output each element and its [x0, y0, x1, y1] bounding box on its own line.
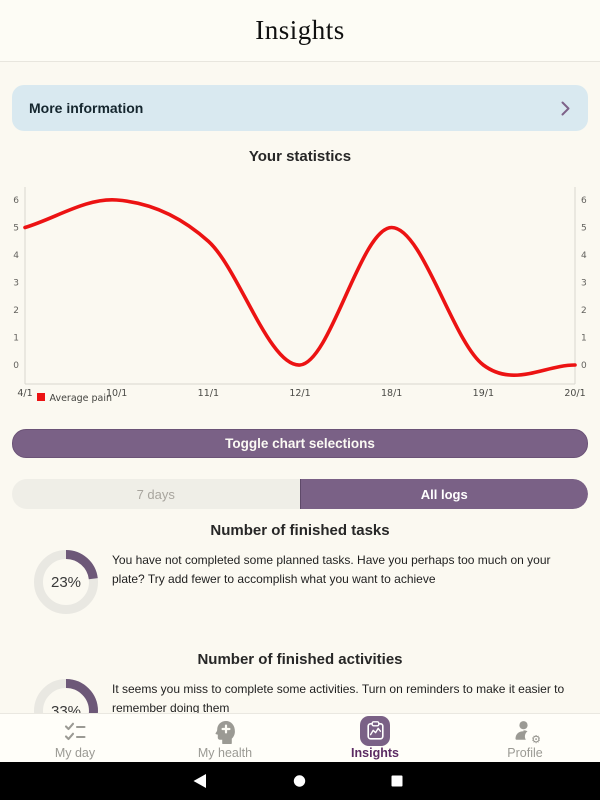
- tab-all-logs-label: All logs: [420, 486, 468, 502]
- svg-text:0: 0: [581, 361, 587, 371]
- finished-activities-row: 33% It seems you miss to complete some a…: [34, 679, 586, 743]
- finished-activities-title: Number of finished activities: [197, 651, 403, 668]
- svg-text:3: 3: [13, 279, 19, 289]
- svg-text:1: 1: [13, 334, 19, 344]
- more-information-label: More information: [29, 100, 144, 116]
- statistics-chart: 0 0 1 1 2 2 3 3 4 4 5 5 6 6 4/1 10/1 11/1 12/1 18/1 19/1 20/…: [13, 187, 587, 404]
- svg-text:11/1: 11/1: [198, 388, 219, 399]
- svg-text:6: 6: [581, 196, 587, 206]
- nav-item-insights[interactable]: Insights: [300, 714, 450, 762]
- svg-text:10/1: 10/1: [106, 388, 127, 399]
- checklist-icon: [63, 719, 87, 745]
- head-plus-icon: [214, 719, 237, 745]
- finished-tasks-progress-ring: 23%: [34, 550, 98, 614]
- svg-text:0: 0: [13, 361, 19, 371]
- svg-text:4: 4: [581, 251, 587, 261]
- tab-7-days-label: 7 days: [136, 486, 175, 502]
- android-home-icon[interactable]: [293, 775, 306, 788]
- nav-label-my-health: My health: [197, 746, 253, 760]
- android-recents-icon[interactable]: [391, 775, 403, 787]
- finished-tasks-percent: 23%: [50, 573, 82, 591]
- gear-icon: ⚙: [531, 734, 541, 746]
- clipboard-chart-icon: [360, 715, 390, 746]
- android-back-icon[interactable]: [193, 774, 206, 788]
- statistics-title: Your statistics: [248, 148, 352, 165]
- person-gear-icon: ⚙: [513, 719, 541, 746]
- tab-7-days[interactable]: 7 days: [12, 479, 300, 509]
- toggle-chart-selections-button[interactable]: Toggle chart selections: [12, 429, 588, 458]
- android-system-bar: [0, 762, 600, 800]
- svg-text:19/1: 19/1: [473, 388, 494, 399]
- insights-active-badge: [360, 715, 390, 746]
- nav-label-my-day: My day: [54, 746, 96, 760]
- svg-text:4: 4: [13, 251, 19, 261]
- page-title: Insights: [255, 15, 345, 45]
- svg-text:4/1: 4/1: [17, 388, 32, 399]
- header: Insights: [0, 0, 600, 62]
- nav-item-my-day[interactable]: My day: [0, 714, 150, 762]
- svg-text:12/1: 12/1: [289, 388, 310, 399]
- bottom-nav: My day My health: [0, 713, 600, 762]
- more-information-banner[interactable]: More information: [12, 85, 588, 131]
- svg-text:2: 2: [581, 306, 587, 316]
- svg-text:3: 3: [581, 279, 587, 289]
- range-tabs: 7 days All logs: [12, 479, 588, 509]
- svg-text:18/1: 18/1: [381, 388, 402, 399]
- svg-text:1: 1: [581, 334, 587, 344]
- finished-tasks-title: Number of finished tasks: [210, 522, 390, 539]
- finished-activities-advice: It seems you miss to complete some activ…: [112, 682, 565, 715]
- nav-item-profile[interactable]: ⚙ Profile: [450, 714, 600, 762]
- nav-label-profile: Profile: [507, 746, 543, 760]
- chart-container: 0 0 1 1 2 2 3 3 4 4 5 5 6 6 4/1 10/1 11/1 12/1 18/1 19/1 20/…: [0, 179, 600, 412]
- svg-text:5: 5: [581, 224, 587, 234]
- nav-label-insights: Insights: [351, 746, 399, 760]
- nav-item-my-health[interactable]: My health: [150, 714, 300, 762]
- chevron-right-icon: [561, 101, 570, 115]
- svg-text:5: 5: [13, 224, 19, 234]
- toggle-chart-selections-label: Toggle chart selections: [225, 436, 375, 451]
- tab-all-logs[interactable]: All logs: [299, 479, 588, 509]
- svg-text:6: 6: [13, 196, 19, 206]
- finished-tasks-advice: You have not completed some planned task…: [112, 553, 551, 586]
- svg-text:Average pain: Average pain: [50, 393, 113, 404]
- svg-text:2: 2: [13, 306, 19, 316]
- finished-tasks-row: 23% You have not completed some planned …: [34, 550, 586, 614]
- svg-text:20/1: 20/1: [564, 388, 585, 399]
